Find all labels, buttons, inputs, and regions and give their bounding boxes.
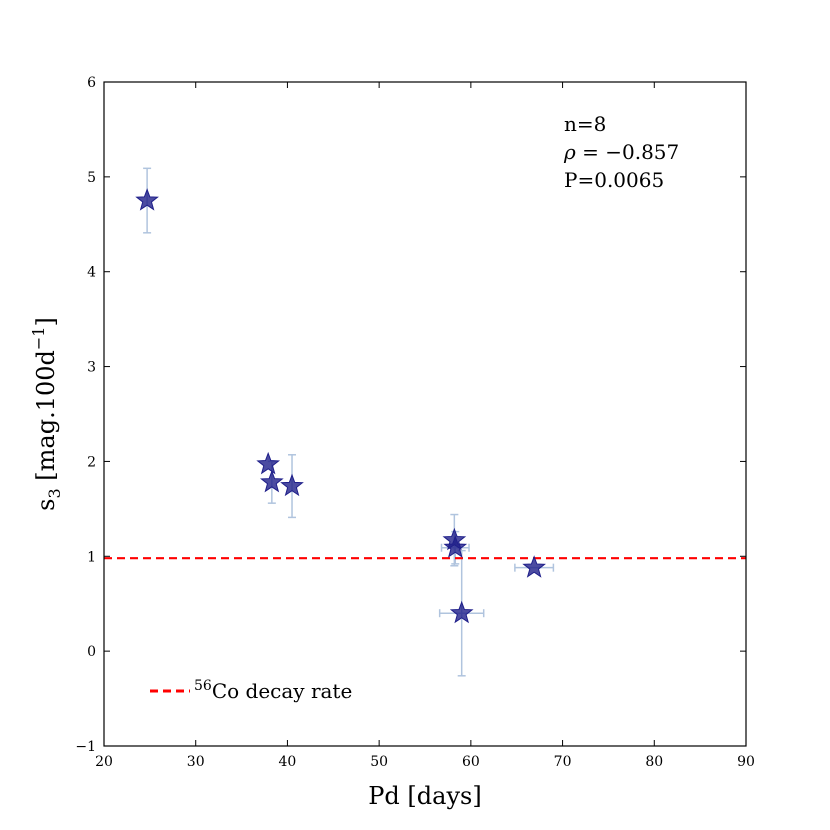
- star-marker: [449, 600, 474, 624]
- y-tick-label: 2: [87, 454, 96, 470]
- y-axis-title: s3 [mag.100d−1]: [29, 317, 64, 511]
- plot-frame: [103, 81, 747, 747]
- annotation-rho-value: = −0.857: [576, 140, 680, 164]
- x-tick-label: 20: [95, 754, 113, 770]
- star-marker: [260, 469, 284, 493]
- y-axis-title-subscript: 3: [45, 488, 64, 498]
- stats-annotation: n=8 ρ = −0.857 P=0.0065: [563, 112, 679, 192]
- annotation-p: P=0.0065: [564, 168, 664, 192]
- legend-label-superscript: 56: [194, 678, 212, 694]
- y-tick-label: 3: [87, 360, 96, 376]
- star-marker: [522, 555, 546, 578]
- errorbars-layer: [143, 167, 555, 677]
- x-tick-label: 50: [370, 754, 388, 770]
- legend-label-text: Co decay rate: [212, 679, 352, 703]
- x-tick-label: 60: [462, 754, 480, 770]
- star-marker: [443, 535, 468, 558]
- y-axis-title-close: ]: [32, 317, 60, 326]
- star-marker: [135, 188, 159, 211]
- x-tick-label: 70: [554, 754, 572, 770]
- y-tick-label: 6: [87, 75, 96, 91]
- annotation-rho: ρ = −0.857: [563, 140, 679, 164]
- y-tick-label: −1: [75, 739, 96, 755]
- annotation-rho-symbol: ρ: [563, 140, 576, 164]
- annotation-n: n=8: [564, 112, 606, 136]
- x-axis-title: Pd [days]: [368, 782, 481, 810]
- y-axis-title-superscript: −1: [29, 327, 48, 351]
- markers-layer: [135, 188, 546, 624]
- x-tick-label: 40: [279, 754, 297, 770]
- y-tick-label: 5: [87, 170, 96, 186]
- legend-label: 56Co decay rate: [194, 678, 352, 703]
- x-tick-label: 30: [187, 754, 205, 770]
- y-axis-title-main: s: [32, 499, 60, 511]
- y-tick-label: 0: [87, 644, 96, 660]
- y-axis-title-units: [mag.100d: [32, 350, 60, 488]
- y-tick-label: 4: [87, 265, 96, 281]
- star-marker: [280, 473, 304, 497]
- legend: 56Co decay rate: [150, 678, 352, 703]
- x-tick-label: 80: [645, 754, 663, 770]
- star-marker: [256, 451, 280, 475]
- y-tick-label: 1: [87, 549, 96, 565]
- x-tick-label: 90: [737, 754, 755, 770]
